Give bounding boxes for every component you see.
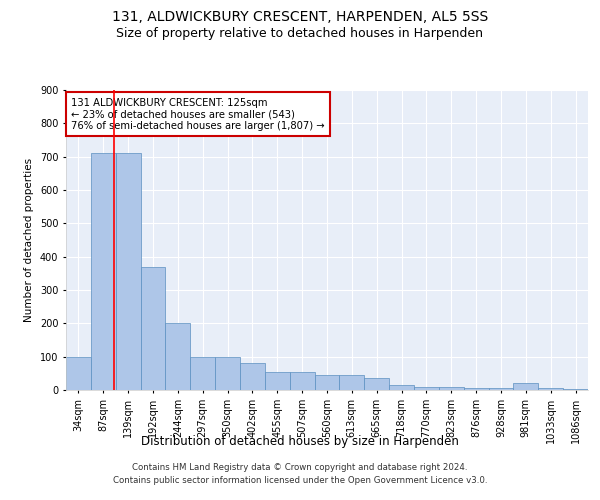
Bar — [364, 378, 389, 390]
Bar — [563, 389, 588, 390]
Text: Size of property relative to detached houses in Harpenden: Size of property relative to detached ho… — [116, 28, 484, 40]
Bar — [488, 388, 514, 390]
Bar — [91, 154, 116, 390]
Bar — [464, 388, 488, 390]
Text: Distribution of detached houses by size in Harpenden: Distribution of detached houses by size … — [141, 435, 459, 448]
Bar — [66, 356, 91, 390]
Bar — [340, 375, 364, 390]
Bar — [166, 324, 190, 390]
Bar — [190, 356, 215, 390]
Bar — [240, 364, 265, 390]
Bar — [538, 388, 563, 390]
Text: 131, ALDWICKBURY CRESCENT, HARPENDEN, AL5 5SS: 131, ALDWICKBURY CRESCENT, HARPENDEN, AL… — [112, 10, 488, 24]
Bar — [290, 372, 314, 390]
Bar — [215, 356, 240, 390]
Bar — [116, 154, 140, 390]
Bar — [140, 266, 166, 390]
Text: Contains public sector information licensed under the Open Government Licence v3: Contains public sector information licen… — [113, 476, 487, 485]
Bar — [514, 384, 538, 390]
Bar — [314, 375, 340, 390]
Text: 131 ALDWICKBURY CRESCENT: 125sqm
← 23% of detached houses are smaller (543)
76% : 131 ALDWICKBURY CRESCENT: 125sqm ← 23% o… — [71, 98, 325, 130]
Bar — [439, 386, 464, 390]
Bar — [389, 385, 414, 390]
Y-axis label: Number of detached properties: Number of detached properties — [25, 158, 34, 322]
Text: Contains HM Land Registry data © Crown copyright and database right 2024.: Contains HM Land Registry data © Crown c… — [132, 464, 468, 472]
Bar — [265, 372, 290, 390]
Bar — [414, 386, 439, 390]
